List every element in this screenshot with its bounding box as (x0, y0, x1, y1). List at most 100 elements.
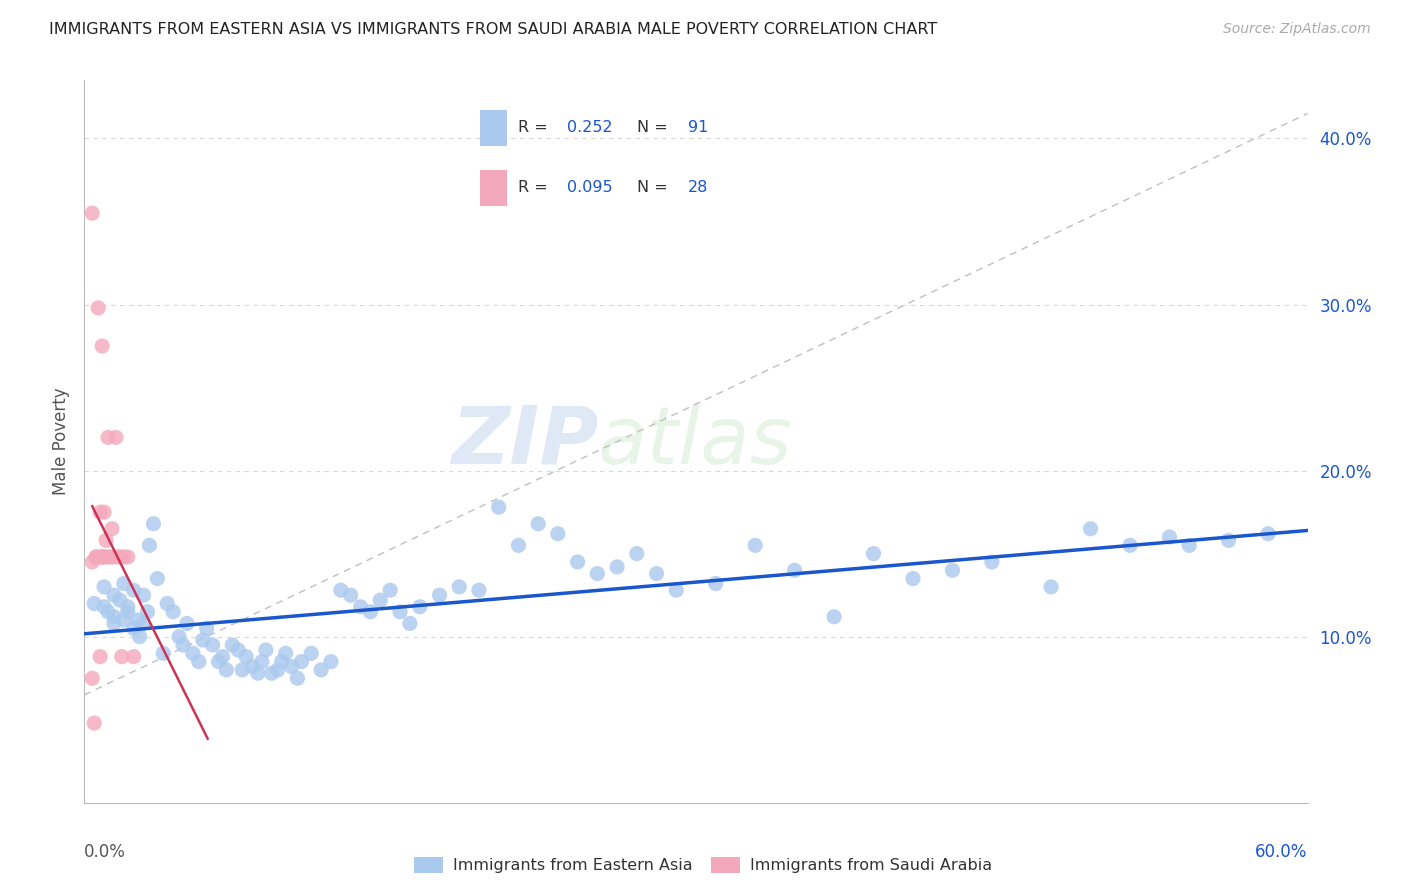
Point (211, 649, 233, 664)
Point (176, 616, 198, 631)
Point (1159, 530, 1181, 544)
Point (508, 538, 530, 552)
Point (146, 572, 169, 586)
Point (103, 549, 125, 564)
Text: 0.0%: 0.0% (84, 843, 127, 861)
Point (89, 549, 111, 564)
Point (1178, 538, 1201, 552)
Point (103, 609, 125, 624)
Point (82, 206, 104, 220)
Point (107, 549, 129, 564)
Point (93, 505, 115, 519)
Point (162, 605, 184, 619)
Point (339, 588, 361, 602)
Point (704, 576, 727, 591)
Point (91, 549, 114, 564)
Point (104, 430, 127, 444)
Point (108, 593, 131, 607)
Point (93, 549, 115, 564)
Point (101, 522, 124, 536)
Point (201, 638, 224, 652)
Point (117, 549, 139, 564)
Point (280, 659, 302, 673)
Point (665, 583, 688, 598)
Point (128, 630, 150, 644)
Point (368, 593, 391, 607)
Point (152, 646, 174, 660)
Point (142, 516, 165, 531)
Point (87, 301, 110, 315)
Text: ZIP: ZIP (451, 402, 598, 481)
Point (309, 663, 332, 677)
Point (389, 605, 412, 619)
Point (823, 609, 845, 624)
Point (980, 555, 1002, 569)
Point (122, 649, 145, 664)
Point (547, 526, 569, 541)
Point (103, 588, 125, 602)
Point (84, 549, 107, 564)
Point (103, 616, 125, 631)
Point (862, 547, 884, 561)
Point (112, 613, 135, 627)
Point (167, 630, 190, 644)
Point (132, 616, 155, 631)
Point (901, 572, 924, 586)
Point (127, 613, 149, 627)
Point (98, 549, 121, 564)
Point (83, 597, 105, 611)
Point (246, 666, 269, 681)
Point (97, 549, 120, 564)
Point (235, 649, 257, 664)
Point (89, 505, 111, 519)
Point (221, 638, 243, 652)
Point (89, 649, 111, 664)
Point (195, 621, 218, 635)
Point (97, 430, 120, 444)
Point (111, 649, 134, 664)
Point (287, 671, 309, 685)
Point (240, 659, 263, 673)
Point (156, 597, 179, 611)
Point (645, 566, 668, 581)
Point (488, 500, 510, 515)
Point (1218, 533, 1240, 548)
Point (744, 538, 766, 552)
Point (82, 671, 104, 685)
Point (399, 616, 422, 631)
Point (254, 643, 277, 657)
Point (207, 655, 229, 669)
Point (138, 538, 160, 552)
Point (449, 580, 471, 594)
Point (122, 621, 145, 635)
Point (567, 555, 589, 569)
Point (94, 533, 117, 548)
Point (1257, 526, 1279, 541)
Legend: Immigrants from Eastern Asia, Immigrants from Saudi Arabia: Immigrants from Eastern Asia, Immigrants… (408, 850, 998, 880)
Point (468, 583, 491, 598)
Point (91, 339, 114, 353)
Point (1080, 522, 1102, 536)
Point (329, 583, 352, 598)
Point (136, 605, 159, 619)
Point (122, 583, 145, 598)
Point (83, 716, 105, 731)
Point (117, 605, 139, 619)
Point (299, 646, 322, 660)
Point (117, 599, 139, 614)
Point (187, 655, 209, 669)
Point (349, 599, 371, 614)
Point (941, 563, 963, 577)
Point (626, 547, 648, 561)
Text: 60.0%: 60.0% (1256, 843, 1308, 861)
Point (84, 549, 107, 564)
Point (409, 599, 432, 614)
Point (783, 563, 806, 577)
Y-axis label: Male Poverty: Male Poverty (52, 388, 70, 495)
Point (82, 555, 104, 569)
Point (97, 605, 120, 619)
Point (260, 666, 283, 681)
Point (1040, 580, 1063, 594)
Point (112, 576, 135, 591)
Point (527, 516, 550, 531)
